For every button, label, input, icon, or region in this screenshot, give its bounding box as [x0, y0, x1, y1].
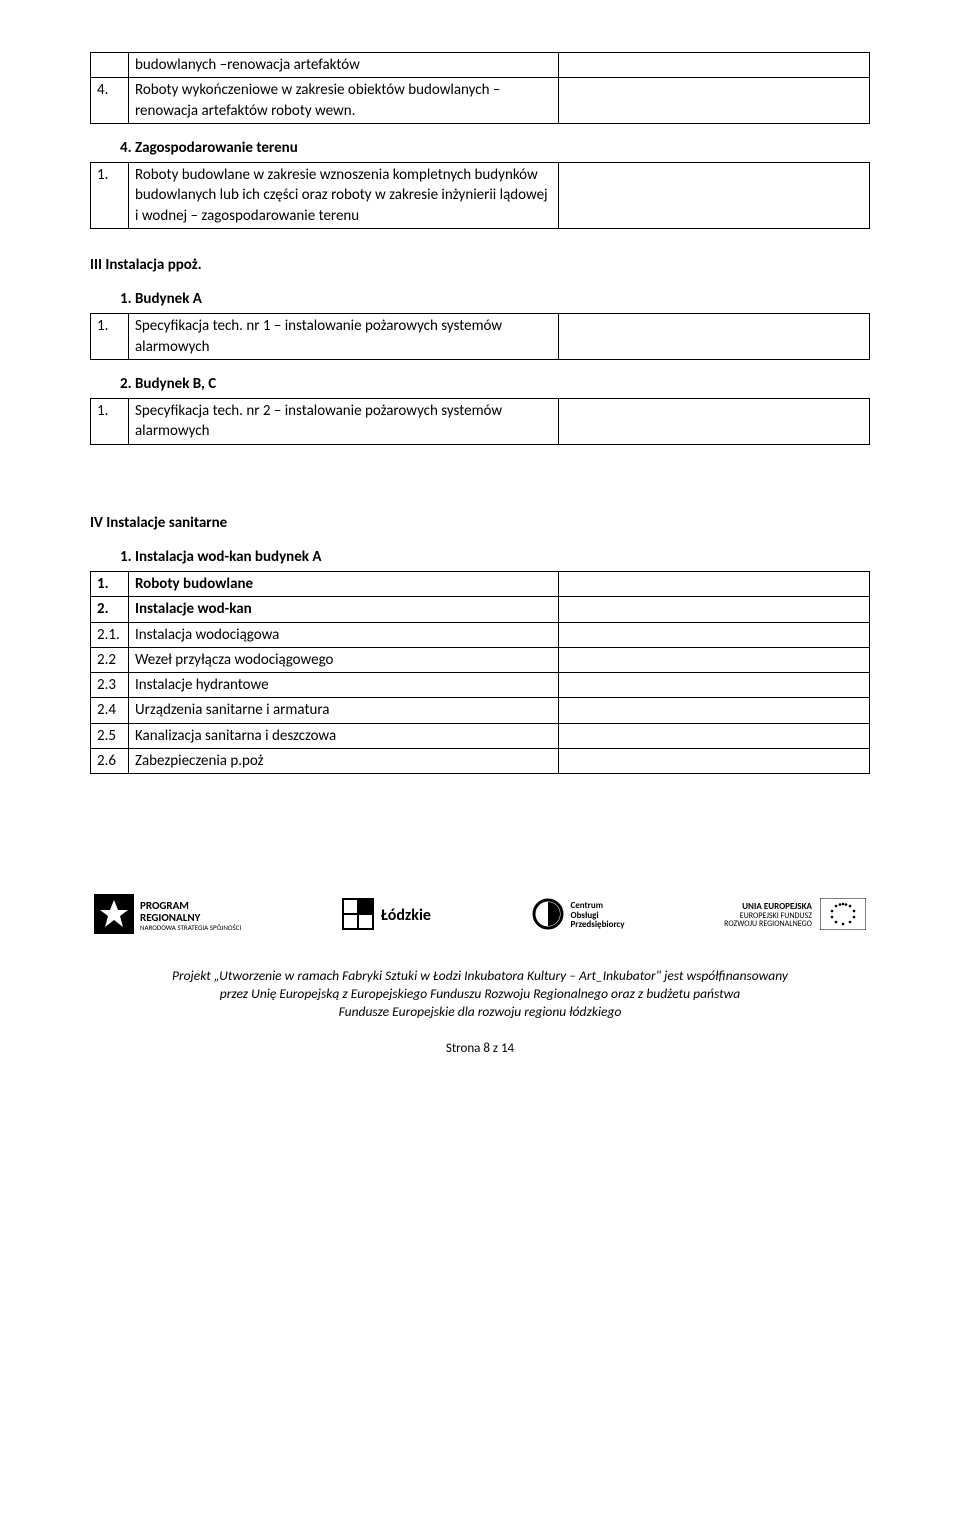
logo-eu: UNIA EUROPEJSKA EUROPEJSKI FUNDUSZ ROZWO…	[724, 898, 866, 933]
table-row: 2. Instalacje wod-kan	[91, 597, 870, 622]
section-3-title: III Instalacja ppoż.	[90, 255, 870, 275]
logo-text: Przedsiębiorcy	[571, 920, 625, 930]
cell-val	[559, 673, 870, 698]
footer-logos: PROGRAM REGIONALNY NARODOWA STRATEGIA SP…	[90, 894, 870, 937]
footer-line: przez Unię Europejską z Europejskiego Fu…	[90, 985, 870, 1003]
cell-num: 1.	[91, 572, 129, 597]
table-row: 1. Specyfikacja tech. nr 2 – instalowani…	[91, 399, 870, 445]
heading-budynek-a: 1. Budynek A	[120, 289, 870, 309]
cell-val	[559, 698, 870, 723]
table-row: 4. Roboty wykończeniowe w zakresie obiek…	[91, 78, 870, 124]
footer-line: Fundusze Europejskie dla rozwoju regionu…	[90, 1003, 870, 1021]
cell-num: 2.1.	[91, 622, 129, 647]
logo-text: Łódzkie	[381, 907, 431, 925]
cell-val	[559, 314, 870, 360]
swirl-icon	[531, 897, 565, 934]
table-artefakty: budowlanych –renowacja artefaktów 4. Rob…	[90, 52, 870, 124]
table-row: 2.1. Instalacja wodociągowa	[91, 622, 870, 647]
star-icon	[94, 894, 134, 937]
logo-text: ROZWOJU REGIONALNEGO	[724, 920, 812, 929]
cell-num: 2.3	[91, 673, 129, 698]
cell-num	[91, 53, 129, 78]
logo-subtext: NARODOWA STRATEGIA SPÓJNOŚCI	[140, 924, 241, 932]
cell-num: 2.	[91, 597, 129, 622]
cell-val	[559, 399, 870, 445]
footer-line: Projekt „Utworzenie w ramach Fabryki Szt…	[90, 967, 870, 985]
cell-num: 2.5	[91, 723, 129, 748]
cell-val	[559, 622, 870, 647]
cell-desc: Kanalizacja sanitarna i deszczowa	[129, 723, 559, 748]
cell-num: 1.	[91, 163, 129, 229]
logo-text: PROGRAM	[140, 900, 241, 912]
cell-val	[559, 572, 870, 597]
cell-val	[559, 597, 870, 622]
cell-num: 2.2	[91, 647, 129, 672]
logo-cop: Centrum Obsługi Przedsiębiorcy	[531, 897, 625, 934]
logo-lodzkie: Łódzkie	[341, 897, 431, 934]
table-wodkan: 1. Roboty budowlane 2. Instalacje wod-ka…	[90, 571, 870, 774]
section-4-title: IV Instalacje sanitarne	[90, 513, 870, 533]
table-row: 1. Roboty budowlane w zakresie wznoszeni…	[91, 163, 870, 229]
cell-val	[559, 723, 870, 748]
footer-disclaimer: Projekt „Utworzenie w ramach Fabryki Szt…	[90, 967, 870, 1022]
table-row: 2.6 Zabezpieczenia p.poż	[91, 748, 870, 773]
cell-desc: Roboty wykończeniowe w zakresie obiektów…	[129, 78, 559, 124]
grid-icon	[341, 897, 375, 934]
eu-flag-icon	[820, 898, 866, 933]
cell-num: 2.4	[91, 698, 129, 723]
cell-desc: Instalacje hydrantowe	[129, 673, 559, 698]
cell-desc: Urządzenia sanitarne i armatura	[129, 698, 559, 723]
cell-desc: Roboty budowlane w zakresie wznoszenia k…	[129, 163, 559, 229]
heading-zagospodarowanie: 4. Zagospodarowanie terenu	[120, 138, 870, 158]
table-row: 2.4 Urządzenia sanitarne i armatura	[91, 698, 870, 723]
cell-desc: Specyfikacja tech. nr 1 – instalowanie p…	[129, 314, 559, 360]
cell-num: 1.	[91, 314, 129, 360]
table-row: 1. Specyfikacja tech. nr 1 – instalowani…	[91, 314, 870, 360]
logo-text: REGIONALNY	[140, 912, 241, 924]
table-row: 2.2 Wezeł przyłącza wodociągowego	[91, 647, 870, 672]
table-budynek-bc: 1. Specyfikacja tech. nr 2 – instalowani…	[90, 398, 870, 445]
page-number: Strona 8 z 14	[90, 1040, 870, 1058]
cell-val	[559, 53, 870, 78]
cell-val	[559, 748, 870, 773]
cell-desc: Specyfikacja tech. nr 2 – instalowanie p…	[129, 399, 559, 445]
cell-desc: budowlanych –renowacja artefaktów	[129, 53, 559, 78]
cell-num: 2.6	[91, 748, 129, 773]
heading-budynek-bc: 2. Budynek B, C	[120, 374, 870, 394]
cell-desc: Instalacja wodociągowa	[129, 622, 559, 647]
table-row: 2.3 Instalacje hydrantowe	[91, 673, 870, 698]
table-budynek-a: 1. Specyfikacja tech. nr 1 – instalowani…	[90, 313, 870, 360]
logo-program-regionalny: PROGRAM REGIONALNY NARODOWA STRATEGIA SP…	[94, 894, 241, 937]
table-row: 1. Roboty budowlane	[91, 572, 870, 597]
table-zagospodarowanie: 1. Roboty budowlane w zakresie wznoszeni…	[90, 162, 870, 229]
cell-val	[559, 163, 870, 229]
cell-desc: Roboty budowlane	[129, 572, 559, 597]
cell-desc: Instalacje wod-kan	[129, 597, 559, 622]
cell-desc: Zabezpieczenia p.poż	[129, 748, 559, 773]
table-row: 2.5 Kanalizacja sanitarna i deszczowa	[91, 723, 870, 748]
cell-val	[559, 647, 870, 672]
heading-wodkan-a: 1. Instalacja wod-kan budynek A	[120, 547, 870, 567]
table-row: budowlanych –renowacja artefaktów	[91, 53, 870, 78]
cell-num: 1.	[91, 399, 129, 445]
cell-desc: Wezeł przyłącza wodociągowego	[129, 647, 559, 672]
cell-val	[559, 78, 870, 124]
cell-num: 4.	[91, 78, 129, 124]
